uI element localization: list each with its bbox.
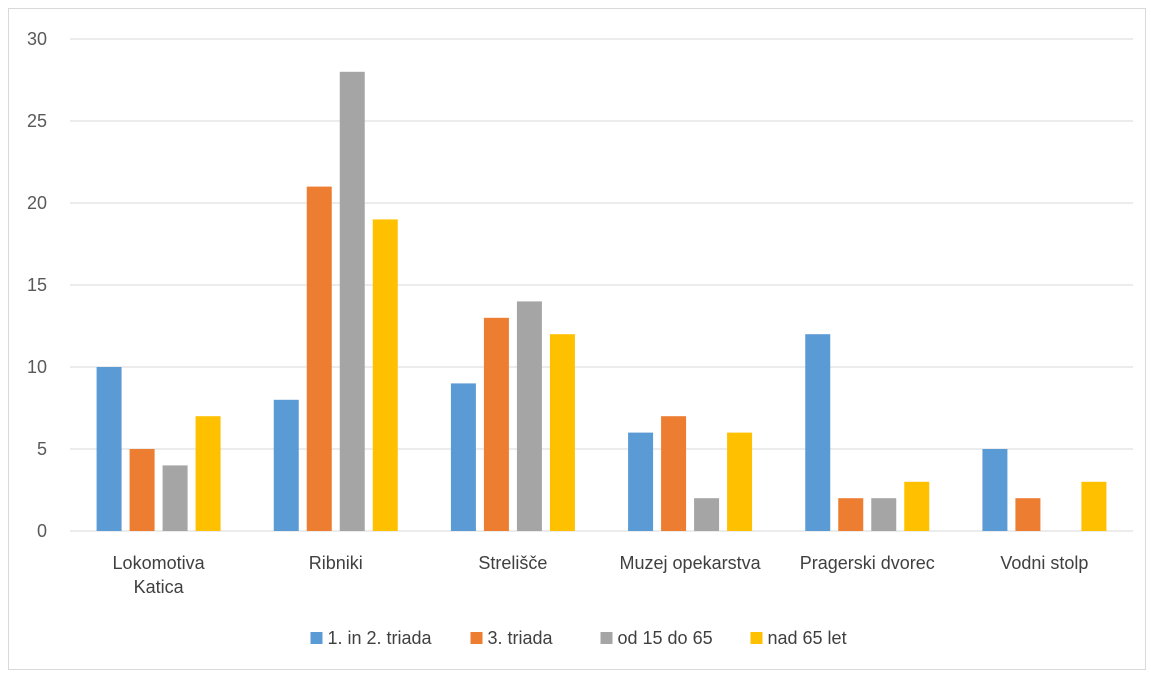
bar (982, 449, 1008, 531)
bar (871, 498, 897, 531)
x-category-label: Vodni stolp (1000, 553, 1088, 573)
x-category-label: Katica (134, 577, 185, 597)
y-tick-label: 10 (27, 357, 47, 377)
bar (339, 71, 365, 532)
y-tick-label: 25 (27, 111, 47, 131)
y-tick-label: 30 (27, 29, 47, 49)
bar (661, 416, 687, 531)
legend-swatch (310, 632, 323, 644)
x-category-label: Lokomotiva (113, 553, 206, 573)
bar (904, 481, 930, 531)
y-tick-label: 5 (37, 439, 47, 459)
bar (129, 449, 155, 531)
y-tick-label: 20 (27, 193, 47, 213)
legend-swatch (470, 632, 483, 644)
bar (694, 498, 720, 531)
bar (1015, 498, 1041, 531)
x-category-label: Muzej opekarstva (620, 553, 762, 573)
bar (162, 465, 188, 531)
legend-label: od 15 do 65 (618, 628, 713, 648)
x-category-label: Ribniki (309, 553, 363, 573)
bar (483, 317, 509, 531)
x-category-label: Strelišče (478, 553, 547, 573)
bar (838, 498, 864, 531)
bar (628, 432, 654, 531)
y-tick-label: 0 (37, 521, 47, 541)
bar (805, 334, 831, 531)
bar (372, 219, 398, 531)
bar (1081, 481, 1107, 531)
legend-label: nad 65 let (768, 628, 847, 648)
chart-frame (8, 8, 1146, 670)
legend-label: 1. in 2. triada (328, 628, 433, 648)
x-category-label: Pragerski dvorec (800, 553, 935, 573)
bar (273, 399, 299, 531)
legend-swatch (750, 632, 763, 644)
bar (306, 186, 332, 531)
bar (549, 334, 575, 531)
bar (516, 301, 542, 531)
bar (195, 416, 221, 531)
legend-swatch (600, 632, 613, 644)
legend-label: 3. triada (488, 628, 554, 648)
bar (96, 367, 122, 531)
bar (727, 432, 753, 531)
y-tick-label: 15 (27, 275, 47, 295)
bar (450, 383, 476, 531)
